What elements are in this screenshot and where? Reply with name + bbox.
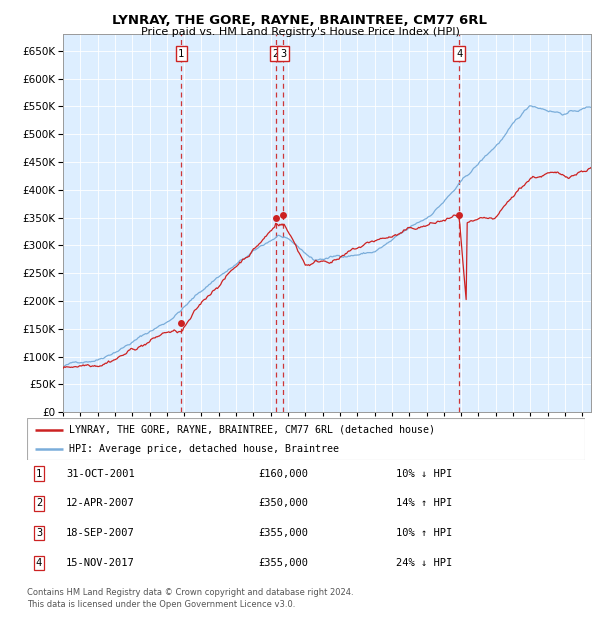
Text: HPI: Average price, detached house, Braintree: HPI: Average price, detached house, Brai…	[69, 445, 339, 454]
Text: 2: 2	[272, 48, 279, 58]
Text: 10% ↑ HPI: 10% ↑ HPI	[396, 528, 452, 538]
Text: £355,000: £355,000	[258, 528, 308, 538]
Text: 4: 4	[456, 48, 462, 58]
Text: 1: 1	[178, 48, 184, 58]
Text: 10% ↓ HPI: 10% ↓ HPI	[396, 469, 452, 479]
Text: Price paid vs. HM Land Registry's House Price Index (HPI): Price paid vs. HM Land Registry's House …	[140, 27, 460, 37]
Text: 2: 2	[36, 498, 42, 508]
Text: 14% ↑ HPI: 14% ↑ HPI	[396, 498, 452, 508]
Text: 3: 3	[36, 528, 42, 538]
Text: £355,000: £355,000	[258, 558, 308, 568]
Text: 18-SEP-2007: 18-SEP-2007	[66, 528, 135, 538]
Text: 4: 4	[36, 558, 42, 568]
Text: 3: 3	[280, 48, 286, 58]
Text: LYNRAY, THE GORE, RAYNE, BRAINTREE, CM77 6RL: LYNRAY, THE GORE, RAYNE, BRAINTREE, CM77…	[113, 14, 487, 27]
Text: 15-NOV-2017: 15-NOV-2017	[66, 558, 135, 568]
Text: 12-APR-2007: 12-APR-2007	[66, 498, 135, 508]
Text: £160,000: £160,000	[258, 469, 308, 479]
Text: LYNRAY, THE GORE, RAYNE, BRAINTREE, CM77 6RL (detached house): LYNRAY, THE GORE, RAYNE, BRAINTREE, CM77…	[69, 425, 435, 435]
Text: Contains HM Land Registry data © Crown copyright and database right 2024.
This d: Contains HM Land Registry data © Crown c…	[27, 588, 353, 609]
Text: 31-OCT-2001: 31-OCT-2001	[66, 469, 135, 479]
Text: 1: 1	[36, 469, 42, 479]
Text: £350,000: £350,000	[258, 498, 308, 508]
Text: 24% ↓ HPI: 24% ↓ HPI	[396, 558, 452, 568]
